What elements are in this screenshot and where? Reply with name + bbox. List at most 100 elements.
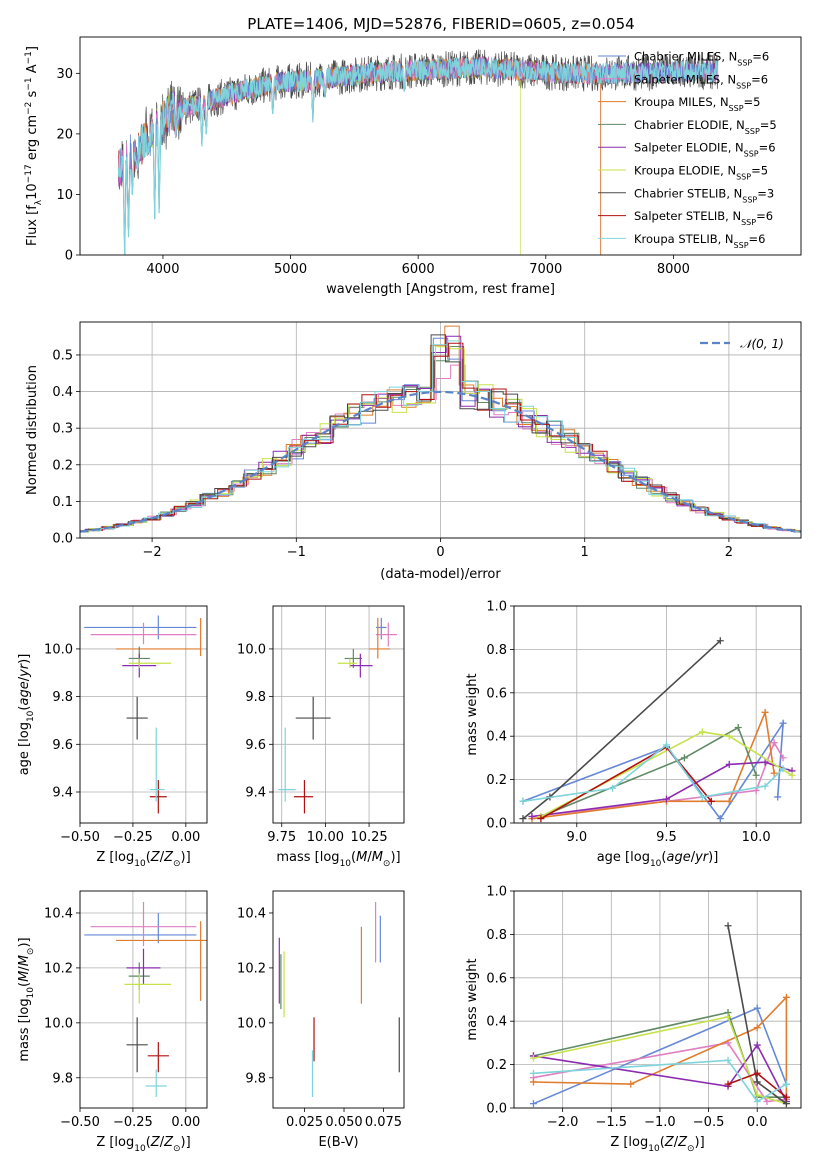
label-part: 10 (650, 859, 662, 869)
weight-line-c_stelib (522, 640, 721, 820)
y-tick-label: 0.4 (52, 385, 73, 400)
label-part: ] (25, 46, 40, 51)
axes-frame (513, 605, 802, 824)
chart-spectrum: 4000 5000 6000 7000 8000 0 10 20 30 wavelength [A… (24, 36, 802, 297)
legend-val: =6 (749, 232, 766, 246)
weight-marker-k_stelib (761, 782, 769, 790)
label-part: λ (34, 199, 44, 205)
legend-val: =3 (757, 186, 774, 200)
label-part: 10 (648, 1144, 660, 1154)
weight-marker-k_elodie (698, 728, 706, 736)
errorbar-c_stelib (126, 696, 148, 740)
weight-marker-k_miles (529, 1078, 537, 1086)
weight-marker-c_stelib (724, 922, 732, 930)
legend-text: Chabrier ELODIE, N (634, 118, 745, 132)
legend-text: Kroupa STELIB, N (634, 232, 734, 246)
weight-series-c_elodie (537, 724, 760, 820)
legend-label-s_miles: Salpeter MILES, NSSP=6 (634, 72, 768, 90)
y-tick-label: 10.4 (44, 906, 73, 921)
weight-series-k_stelib (529, 1056, 790, 1105)
x-tick-label: −0.50 (60, 830, 100, 845)
legend-val: =5 (760, 118, 777, 132)
x-tick-label: 0 (436, 545, 444, 560)
axis-label: age [log10(age/yr)] (597, 850, 719, 869)
weight-marker-s_stelib (537, 815, 545, 823)
weight-marker-s_elodie (753, 1041, 761, 1049)
legend-label-k_elodie: Kroupa ELODIE, NSSP=5 (634, 164, 768, 182)
label-part: ( (146, 1135, 151, 1150)
label-part: )] (390, 850, 400, 865)
weight-marker-s_stelib (707, 797, 715, 805)
weight-marker-k_stelib (779, 765, 787, 773)
weight-marker-k_stelib (609, 784, 617, 792)
axes-frame (79, 890, 208, 1109)
y-tick-label: 9.8 (52, 1071, 73, 1086)
label-part: age (17, 681, 32, 705)
y-tick-label: 1.0 (486, 600, 507, 615)
chart-residuals: −2 −1 0 1 2 0.0 0.1 0.2 0.3 0.4 0.5 𝒩(0, 1) (data-mo… (25, 321, 802, 582)
label-part: yr (17, 662, 32, 678)
weight-marker-s_elodie (662, 795, 670, 803)
label-part: ( (17, 706, 32, 711)
axes-frame (272, 605, 405, 824)
label-part: M (372, 850, 383, 865)
errorbar-c_stelib (295, 696, 331, 740)
x-tick-label: −2.0 (547, 1115, 579, 1130)
legend-val: =5 (744, 95, 761, 109)
weight-marker-s_stelib (724, 1080, 732, 1088)
label-part: 10 (26, 987, 36, 999)
x-tick-label: −0.5 (693, 1115, 725, 1130)
axes-frame (79, 605, 208, 824)
plot-area-age_mass (278, 617, 398, 814)
y-tick-label: 0.8 (486, 928, 507, 943)
chart-mass_ebv: 0.025 0.050 0.075 9.8 10.0 10.2 10.4 E(B-V) (237, 890, 405, 1150)
y-tick-label: 10.4 (237, 906, 266, 921)
weight-marker-c_miles (529, 1100, 537, 1108)
label-part: ( (660, 1135, 665, 1150)
errorbar-k_miles (115, 921, 207, 1001)
y-tick-label: 10.2 (237, 961, 266, 976)
x-tick-label: 7000 (529, 262, 562, 277)
y-tick-label: 0.6 (486, 971, 507, 986)
label-part: E(B-V) (318, 1135, 358, 1150)
x-tick-label: 0.00 (171, 1115, 200, 1130)
legend-text: Salpeter MILES, N (634, 72, 736, 86)
label-part: −17 (24, 164, 34, 183)
x-tick-label: −0.50 (60, 1115, 100, 1130)
x-tick-label: 10.25 (350, 830, 387, 845)
weight-marker-k_elodie (724, 1013, 732, 1021)
errorbar-k_elodie (337, 658, 357, 668)
weight-marker-s_stelib (782, 1093, 790, 1101)
errorbar-k_miles (369, 617, 391, 659)
weight-marker-c_miles (774, 793, 782, 801)
label-part: −1 (24, 77, 34, 90)
weight-marker-c_miles (753, 1004, 761, 1012)
plot-area-age_z (84, 615, 202, 814)
label-part: Z (677, 1135, 688, 1150)
x-tick-label: 0.0 (747, 1115, 768, 1130)
plot-area-spectrum (117, 49, 719, 255)
y-tick-label: 0.4 (486, 730, 507, 745)
y-tick-label: 0.5 (52, 348, 73, 363)
histogram-k_stelib (80, 340, 801, 533)
legend-label-s_stelib: Salpeter STELIB, NSSP=6 (634, 209, 773, 227)
axis-label: age [log10(age/yr)] (17, 654, 36, 776)
x-tick-label: 9.75 (267, 830, 296, 845)
label-part: ( (146, 850, 151, 865)
label-part: M (17, 955, 32, 966)
label-part: 10 (134, 1144, 146, 1154)
plot-area-weight_z (529, 922, 790, 1108)
label-part: )] (181, 1135, 191, 1150)
label-part: mass [log (17, 998, 32, 1061)
weight-marker-k_stelib (782, 1080, 790, 1088)
weight-line-k_elodie (540, 731, 793, 818)
weight-marker-k_elodie (725, 732, 733, 740)
spectrum-line-k_elodie (149, 57, 521, 255)
y-tick-label: 0.2 (486, 1058, 507, 1073)
y-tick-label: 9.4 (245, 786, 266, 801)
weight-marker-c_stelib (519, 815, 527, 823)
chart-weight_z: −2.0 −1.5 −1.0 −0.5 0.0 0.0 0.2 0.4 0.6 0.8 1.0 Z [… (465, 885, 802, 1154)
legend-label-c_stelib: Chabrier STELIB, NSSP=3 (634, 186, 774, 204)
y-tick-label: 9.8 (245, 1071, 266, 1086)
